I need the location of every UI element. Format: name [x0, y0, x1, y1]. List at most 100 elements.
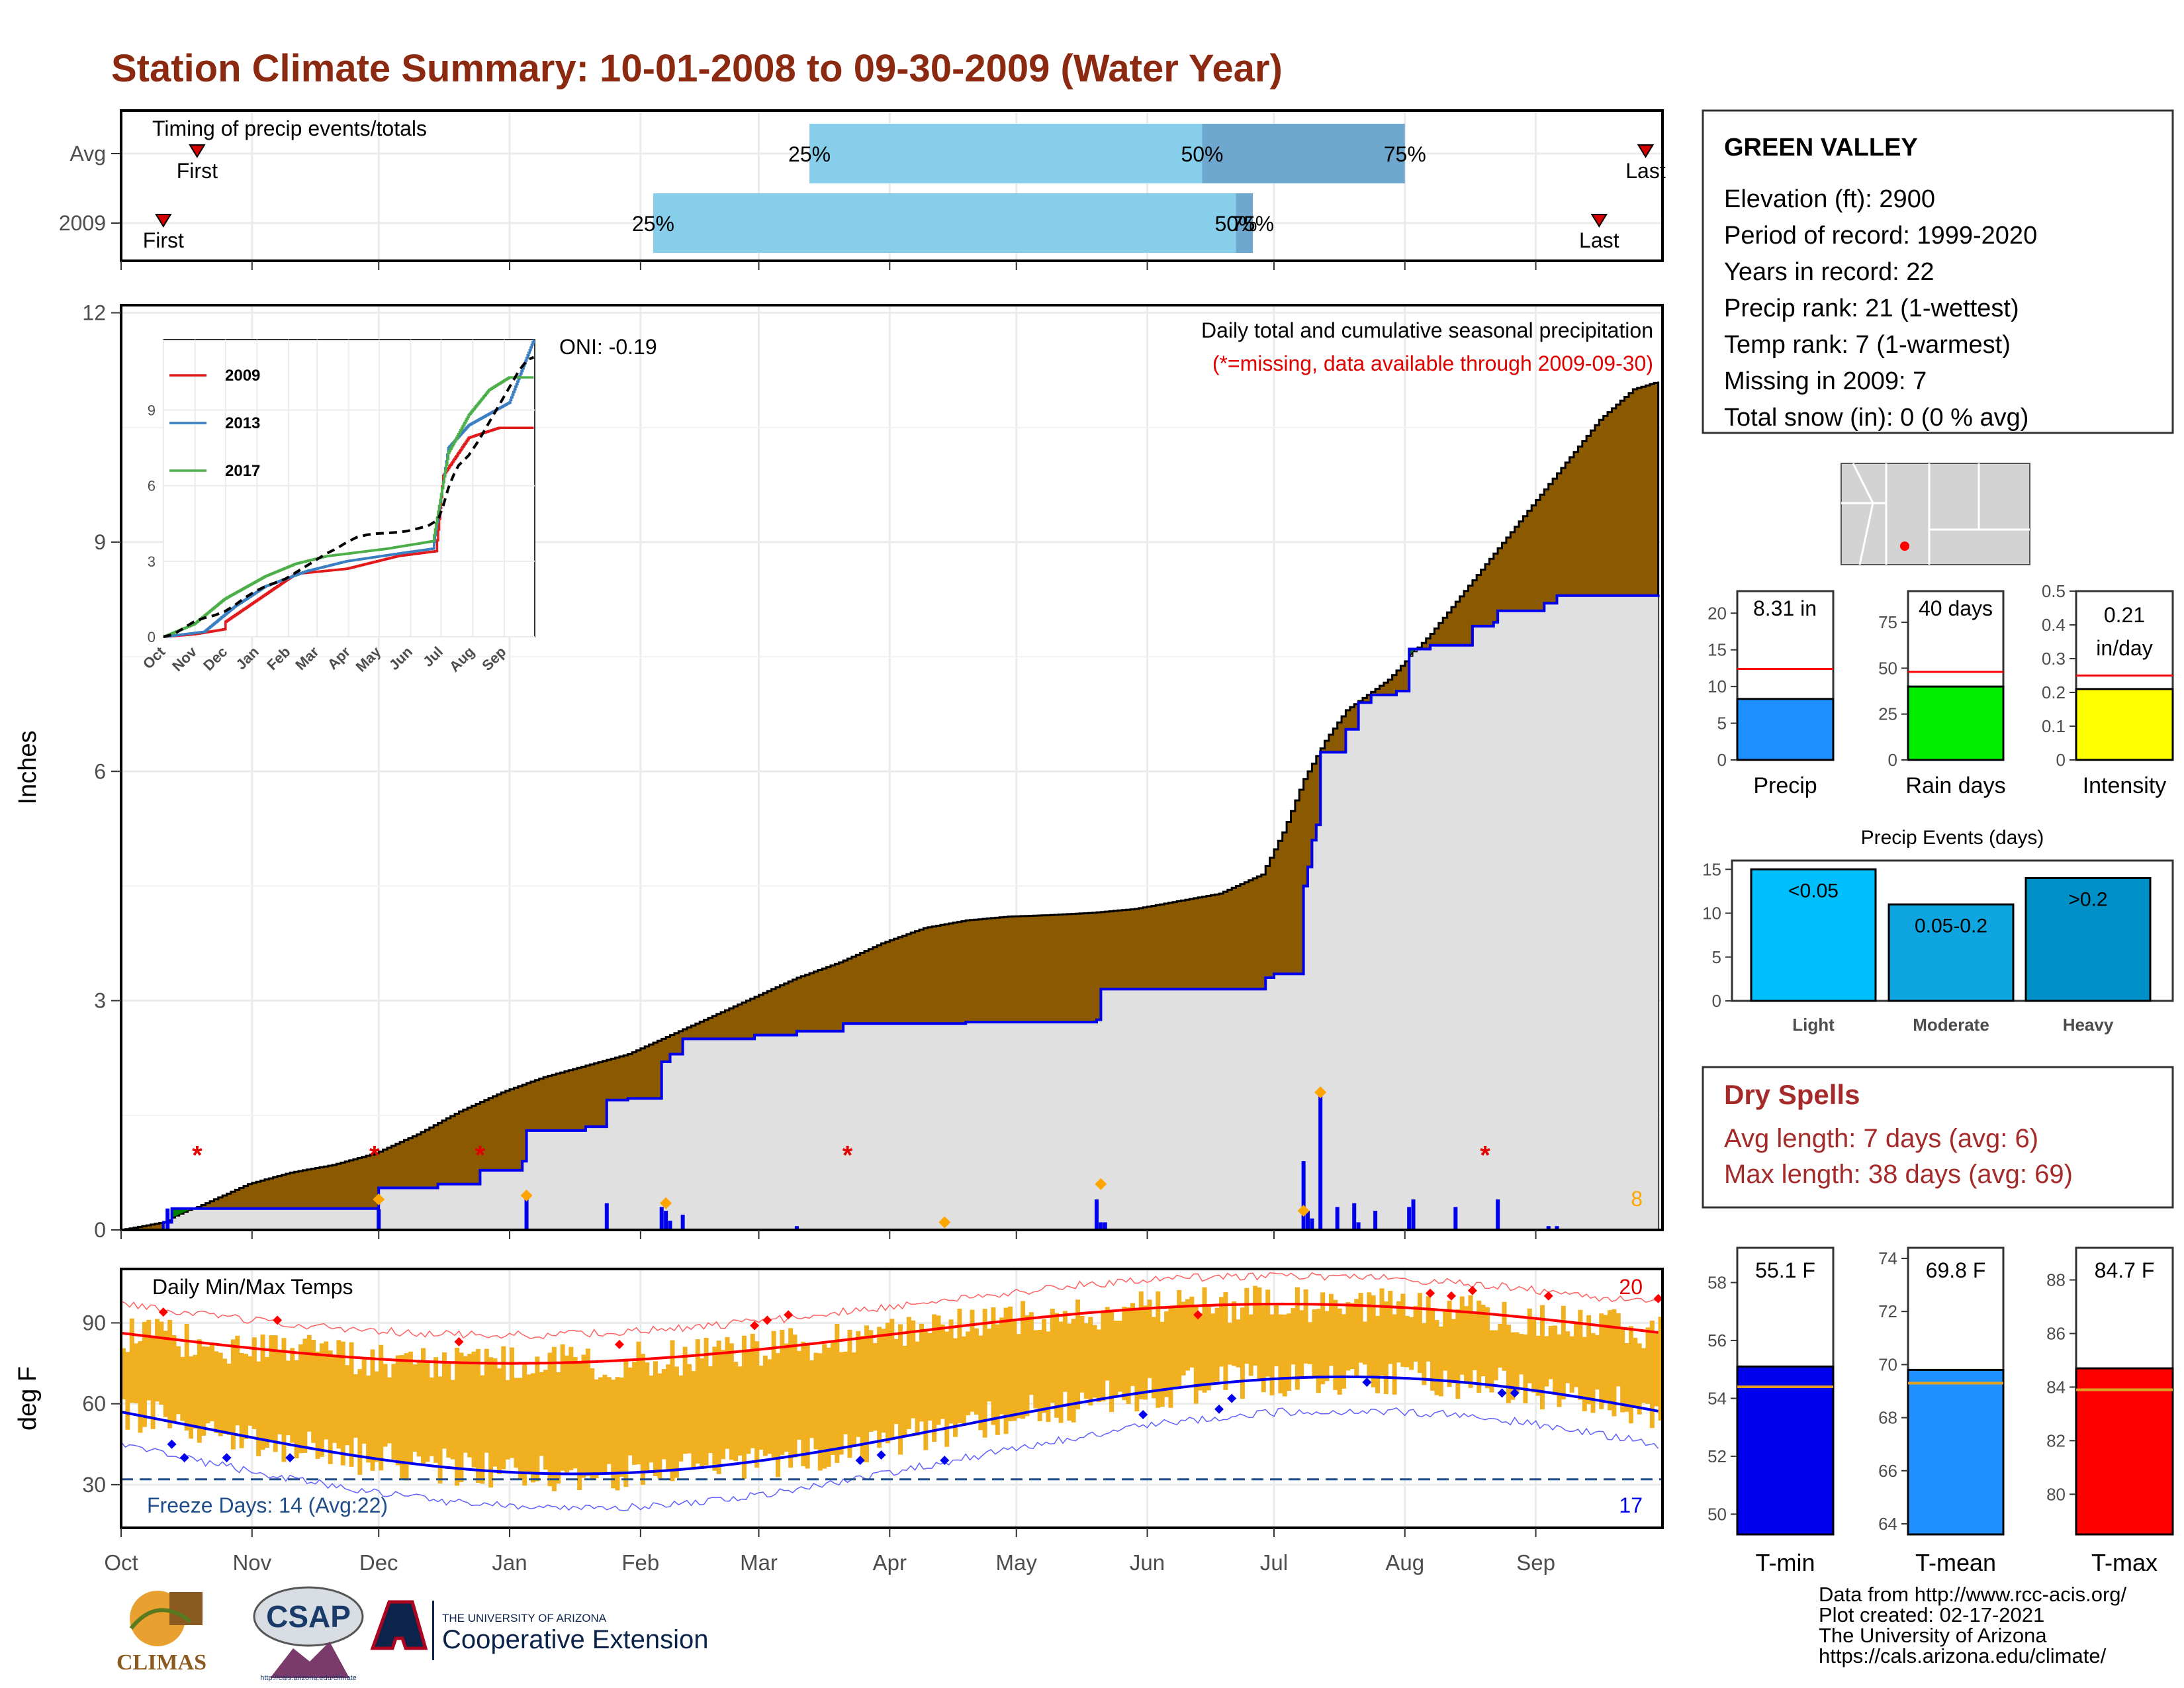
cold-day-marker — [222, 1453, 232, 1463]
daily-temp-bar — [1299, 1310, 1304, 1379]
daily-temp-bar — [961, 1336, 966, 1427]
freeze-days-label: Freeze Days: 14 (Avg:22) — [147, 1493, 388, 1517]
daily-temp-bar — [695, 1339, 700, 1464]
daily-temp-bar — [201, 1346, 206, 1436]
mini-y-tick-label: 66 — [1878, 1461, 1897, 1481]
daily-temp-bar — [1624, 1343, 1629, 1412]
last-marker — [1637, 144, 1655, 158]
hot-day-marker — [762, 1315, 772, 1325]
daily-temp-bar — [315, 1351, 320, 1459]
percentile-label: 50% — [1181, 142, 1223, 166]
daily-temp-bar — [1193, 1306, 1199, 1404]
mini-y-tick-label: 50 — [1878, 658, 1897, 678]
daily-temp-bar — [496, 1368, 502, 1474]
daily-temp-bar — [1202, 1287, 1207, 1393]
cold-day-marker — [940, 1456, 950, 1466]
daily-precip-bar — [524, 1199, 529, 1230]
cold-day-marker — [179, 1453, 189, 1463]
daily-temp-bar — [311, 1339, 316, 1443]
inset-y-tick-label: 9 — [148, 402, 156, 419]
timing-bar-25-50 — [809, 124, 1203, 183]
daily-temp-bar — [1303, 1289, 1308, 1364]
daily-temp-bar — [974, 1328, 979, 1415]
inset-y-tick-label: 3 — [148, 553, 156, 570]
mini-y-tick-label: 0.4 — [2042, 615, 2066, 635]
daily-temp-bar — [383, 1364, 388, 1447]
daily-temp-bar — [700, 1358, 705, 1466]
mini-y-tick-label: 84 — [2046, 1377, 2066, 1397]
daily-temp-bar — [606, 1377, 612, 1464]
daily-temp-bar — [1122, 1307, 1127, 1401]
first-label: First — [143, 228, 184, 252]
daily-temp-bar — [762, 1355, 768, 1456]
daily-temp-bar — [1510, 1332, 1516, 1400]
y-axis-label: deg F — [14, 1366, 42, 1430]
mini-chart-bar — [1907, 685, 2005, 761]
daily-temp-bar — [792, 1335, 797, 1458]
daily-temp-bar — [264, 1356, 269, 1448]
daily-temp-bar — [205, 1346, 210, 1424]
daily-temp-bar — [1349, 1303, 1355, 1370]
x-tick-label: Mar — [740, 1550, 778, 1575]
daily-temp-bar — [948, 1319, 954, 1424]
daily-temp-bar — [302, 1338, 308, 1453]
daily-temp-bar — [657, 1373, 662, 1479]
daily-temp-bar — [1388, 1291, 1393, 1364]
daily-temp-bar — [1312, 1309, 1317, 1379]
daily-temp-bar — [911, 1320, 916, 1419]
daily-temp-bar — [1544, 1336, 1549, 1387]
daily-temp-bar — [822, 1344, 827, 1469]
state-borders — [1841, 463, 2030, 565]
events-bar — [1750, 868, 1877, 1002]
cold-day-marker — [876, 1450, 886, 1460]
daily-temp-bar — [129, 1318, 134, 1403]
daily-temp-bar — [1113, 1321, 1118, 1396]
daily-temp-bar — [391, 1364, 396, 1460]
daily-temp-bar — [370, 1349, 375, 1471]
daily-temp-bar — [209, 1343, 214, 1422]
daily-precip-bar — [1094, 1199, 1099, 1230]
extreme-precip-marker — [660, 1197, 672, 1209]
daily-temp-bar — [319, 1343, 324, 1457]
daily-temp-bar — [940, 1324, 945, 1419]
daily-temp-bar — [1430, 1309, 1435, 1391]
y-tick-label: 6 — [94, 759, 106, 783]
daily-temp-bar — [1295, 1287, 1300, 1390]
timing-row-label: 2009 — [59, 211, 106, 235]
daily-temp-bar — [1527, 1308, 1532, 1383]
hot-day-marker — [1446, 1291, 1456, 1301]
daily-temp-bar — [830, 1340, 835, 1455]
daily-temp-bar — [674, 1366, 679, 1478]
mini-value-label: 8.31 in — [1753, 596, 1817, 620]
daily-temp-bar — [260, 1335, 265, 1450]
daily-temp-bar — [1219, 1297, 1224, 1367]
events-category: Moderate — [1913, 1015, 1989, 1035]
cold-day-marker — [167, 1439, 177, 1449]
daily-temp-bar — [1337, 1308, 1342, 1395]
daily-temp-bar — [1459, 1296, 1465, 1375]
daily-temp-bar — [163, 1331, 168, 1417]
x-tick-label: Jul — [1260, 1550, 1288, 1575]
daily-temp-bar — [1253, 1286, 1258, 1366]
daily-temp-bar — [1287, 1313, 1292, 1391]
daily-temp-bar — [999, 1317, 1005, 1415]
daily-precip-bar — [1103, 1222, 1107, 1230]
daily-temp-bar — [214, 1351, 219, 1433]
daily-precip-bar — [1496, 1199, 1500, 1230]
daily-temp-bar — [670, 1340, 675, 1481]
station-info-box — [1702, 109, 2174, 434]
daily-temp-bar — [1375, 1315, 1381, 1393]
mini-chart-category: Intensity — [2083, 773, 2167, 798]
daily-temp-bar — [134, 1343, 139, 1403]
daily-temp-bar — [193, 1354, 198, 1429]
daily-temp-bar — [1400, 1293, 1406, 1367]
daily-temp-bar — [404, 1353, 409, 1481]
events-bar-label: 0.05-0.2 — [1915, 915, 1987, 937]
daily-temp-bar — [611, 1380, 616, 1489]
daily-temp-bar — [564, 1355, 569, 1474]
mini-chart-bar — [1736, 698, 1835, 761]
mini-y-tick-label: 25 — [1878, 704, 1897, 724]
daily-temp-bar — [492, 1358, 498, 1467]
daily-temp-bar — [1328, 1293, 1334, 1366]
daily-temp-bar — [741, 1335, 747, 1479]
